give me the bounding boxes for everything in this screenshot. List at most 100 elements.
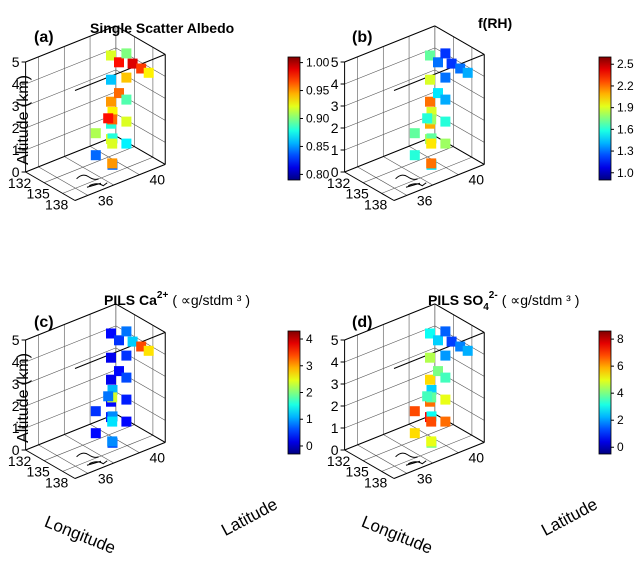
data-point — [107, 158, 118, 169]
colorbar-tick-label: 0.80 — [306, 167, 330, 181]
data-point — [107, 416, 118, 427]
data-point — [106, 374, 116, 385]
track — [409, 326, 473, 448]
z-tick-label: 3 — [331, 376, 339, 392]
x-tick-label: 135 — [26, 464, 50, 480]
data-point — [121, 326, 132, 337]
data-point — [426, 411, 437, 422]
data-point — [103, 391, 114, 402]
data-point — [462, 67, 473, 78]
x-tick-label: 132 — [8, 175, 32, 191]
data-point — [422, 391, 433, 402]
data-point — [121, 416, 132, 427]
coastline — [395, 174, 427, 188]
colorbar-tick-label: 1.0 — [617, 166, 634, 180]
data-point — [114, 366, 124, 377]
colorbar-tick-label: 4 — [617, 386, 624, 400]
data-point — [425, 328, 435, 339]
panel-letter: (d) — [352, 314, 372, 331]
data-point — [440, 48, 451, 59]
data-point — [440, 394, 451, 405]
axes-box — [344, 303, 485, 479]
data-point — [440, 372, 451, 383]
colorbar — [287, 330, 301, 455]
data-point — [106, 50, 116, 61]
z-tick-label: 1 — [12, 420, 20, 436]
longitude-label: Longitude — [42, 512, 118, 558]
data-point — [107, 138, 118, 149]
altitude-label-top: Altitude (km) — [15, 75, 32, 165]
data-point — [106, 96, 116, 107]
data-point — [425, 74, 435, 85]
z-tick-label: 5 — [331, 54, 339, 70]
z-tick-label: 5 — [12, 54, 20, 70]
data-point — [121, 394, 132, 405]
x-tick-label: 132 — [327, 453, 351, 469]
data-point — [426, 138, 437, 149]
data-point — [426, 107, 437, 117]
data-point — [440, 326, 451, 337]
data-point — [433, 366, 443, 377]
data-point — [409, 428, 420, 439]
data-point — [143, 345, 154, 356]
data-point — [143, 67, 154, 78]
panel-letter: (c) — [34, 314, 54, 331]
data-point — [409, 150, 420, 161]
colorbar-tick-label: 1.9 — [617, 101, 634, 115]
z-tick-label: 0 — [331, 164, 339, 180]
coastline — [76, 174, 108, 188]
colorbar-tick-label: 2.2 — [617, 79, 634, 93]
latitude-label: Latitude — [538, 495, 600, 540]
y-tick-label: 40 — [468, 450, 484, 466]
x-tick-label: 135 — [345, 464, 369, 480]
coastline — [76, 452, 108, 466]
grid-lines — [25, 25, 166, 201]
data-point — [433, 88, 443, 99]
z-tick-label: 2 — [12, 398, 20, 414]
data-point — [127, 58, 138, 69]
y-tick-label: 40 — [468, 172, 484, 188]
colorbar-tick-label: 0.90 — [306, 112, 330, 126]
z-tick-label: 5 — [331, 332, 339, 348]
x-tick-label: 132 — [8, 453, 32, 469]
data-point — [462, 345, 473, 356]
z-tick-label: 4 — [12, 76, 20, 92]
colorbar-tick-label: 6 — [617, 359, 624, 373]
colorbar-tick-label: 0.95 — [306, 84, 330, 98]
colorbar-tick-label: 2 — [306, 386, 313, 400]
z-tick-label: 4 — [12, 354, 20, 370]
y-tick-label: 40 — [149, 172, 165, 188]
data-point — [422, 113, 433, 124]
z-tick-label: 3 — [12, 98, 20, 114]
data-point — [107, 436, 118, 447]
x-tick-label: 138 — [364, 196, 388, 212]
z-tick-label: 0 — [12, 164, 20, 180]
data-point — [136, 341, 147, 352]
data-point — [121, 138, 132, 149]
panel-title: f(RH) — [478, 15, 512, 31]
panel-letter: (b) — [352, 29, 372, 46]
coastline — [395, 452, 427, 466]
data-point — [114, 335, 124, 346]
data-point — [440, 350, 451, 361]
data-point — [440, 72, 451, 83]
data-point — [440, 116, 451, 127]
panel-title: PILS Ca2+( ∝g/stdm ³ ) — [104, 290, 250, 308]
colorbar — [598, 56, 612, 181]
colorbar-tick-label: 0 — [306, 439, 313, 453]
data-point — [433, 57, 443, 68]
data-point — [440, 138, 451, 149]
data-point — [103, 113, 114, 124]
z-tick-label: 1 — [331, 142, 339, 158]
axes-box — [344, 25, 485, 201]
colorbar — [287, 56, 301, 181]
x-tick-label: 135 — [345, 186, 369, 202]
data-point — [425, 50, 435, 61]
data-point — [90, 406, 101, 417]
altitude-label-bottom: Altitude (km) — [15, 353, 32, 443]
y-tick-label: 36 — [417, 192, 433, 208]
